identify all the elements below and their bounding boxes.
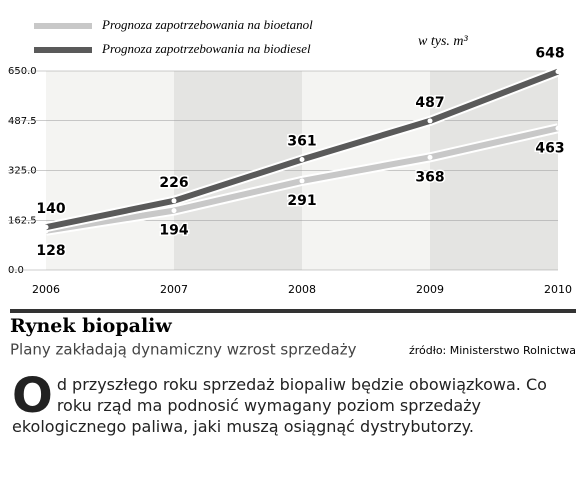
chart: w tys. m³ 0.0 162.5 325.0 487.5 650.0 2006 200… xyxy=(8,17,576,359)
point xyxy=(171,208,177,214)
legend-label: Prognoza zapotrzebowania na bioetanol xyxy=(101,17,313,32)
value-label: 368 xyxy=(415,169,444,185)
point xyxy=(43,224,49,230)
point xyxy=(427,118,433,124)
value-label: 291 xyxy=(287,193,316,209)
y-tick-label: 325.0 xyxy=(8,166,37,177)
x-tick-label: 2006 xyxy=(32,283,60,296)
title: Rynek biopaliw xyxy=(10,315,172,337)
body-text: Od przyszłego roku sprzedaż biopaliw będ… xyxy=(12,368,547,436)
value-label: 140 xyxy=(36,201,65,217)
value-label: 194 xyxy=(159,223,188,239)
x-tick-label: 2008 xyxy=(288,283,316,296)
x-tick-label: 2007 xyxy=(160,283,188,296)
unit-label: w tys. m³ xyxy=(418,34,469,49)
value-label: 361 xyxy=(287,133,316,149)
point xyxy=(555,125,561,131)
y-tick-label: 650.0 xyxy=(8,66,37,77)
value-label: 128 xyxy=(36,243,65,259)
point xyxy=(299,178,305,184)
value-label: 648 xyxy=(535,46,564,62)
value-label: 463 xyxy=(535,140,564,156)
value-label: 226 xyxy=(159,175,188,191)
point xyxy=(555,69,561,75)
subtitle: Plany zakładają dynamiczny wzrost sprzed… xyxy=(10,341,357,359)
value-label: 487 xyxy=(415,95,444,111)
point xyxy=(171,198,177,204)
point xyxy=(427,154,433,160)
legend-label: Prognoza zapotrzebowania na biodiesel xyxy=(101,41,311,56)
point xyxy=(299,156,305,162)
source: źródło: Ministerstwo Rolnictwa xyxy=(409,344,576,357)
y-tick-label: 162.5 xyxy=(8,215,37,226)
y-tick-label: 487.5 xyxy=(8,116,37,127)
x-tick-label: 2010 xyxy=(544,283,572,296)
y-tick-label: 0.0 xyxy=(8,265,24,276)
x-tick-label: 2009 xyxy=(416,283,444,296)
